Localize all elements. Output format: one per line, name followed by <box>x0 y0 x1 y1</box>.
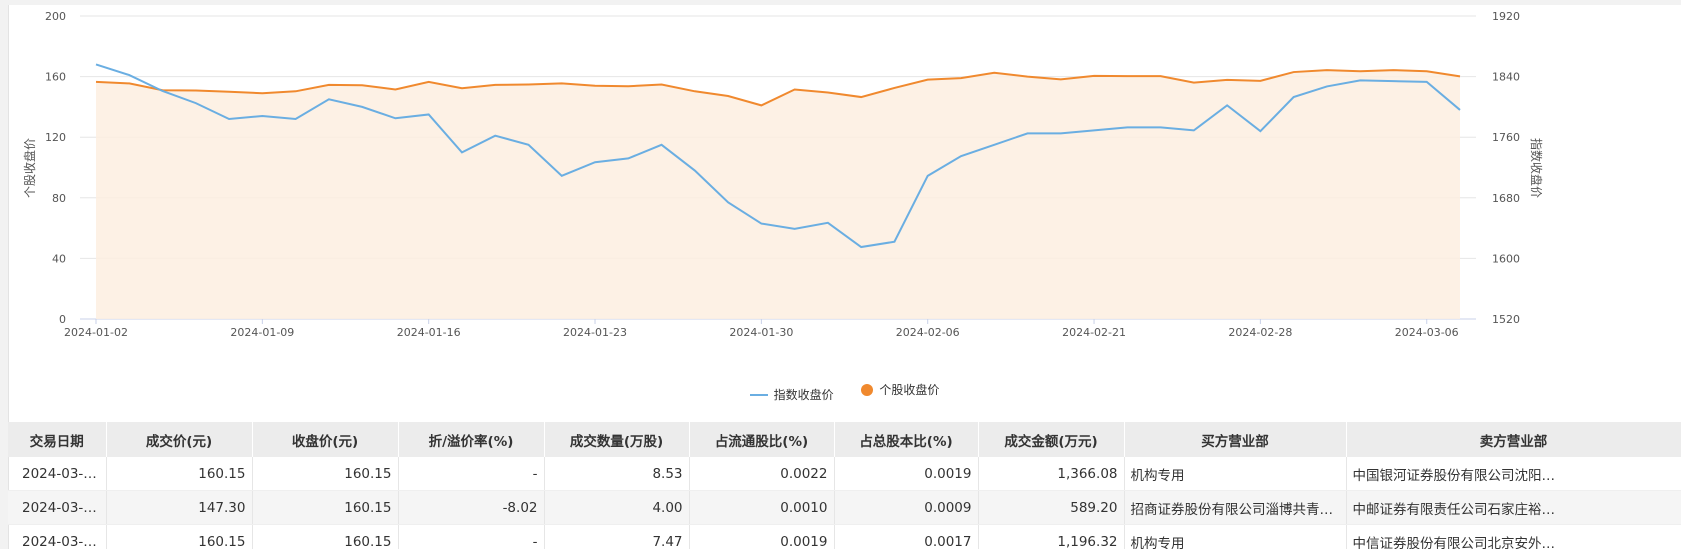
table-cell: 0.0017 <box>834 524 979 549</box>
y-right-axis-title: 指数收盘价 <box>1529 138 1544 198</box>
column-header[interactable]: 成交金额(万元) <box>978 422 1125 457</box>
table-cell: 0.0019 <box>689 524 835 549</box>
table-cell: 160.15 <box>252 490 399 525</box>
table-cell: 1,366.08 <box>978 457 1125 491</box>
table-cell: 160.15 <box>252 457 399 491</box>
table-cell: 机构专用 <box>1124 457 1347 491</box>
column-header[interactable]: 占总股本比(%) <box>834 422 979 457</box>
table-cell: 7.47 <box>544 524 690 549</box>
column-header[interactable]: 买方营业部 <box>1124 422 1347 457</box>
table-cell: 147.30 <box>106 490 253 525</box>
table-cell: 1,196.32 <box>978 524 1125 549</box>
y-left-tick-label: 80 <box>52 192 66 205</box>
legend-line-icon <box>749 393 768 396</box>
table-row[interactable]: 2024-03-07 160.15 160.15-8.53 0.0022 0.0019 1… <box>8 457 1681 491</box>
x-tick-label: 2024-03-06 <box>1395 326 1459 339</box>
table-cell: 0.0009 <box>834 490 979 525</box>
table-row[interactable]: 2024-03-07 147.30 160.15 -8.02 4.00 0.0010 0.0… <box>8 490 1681 525</box>
table-cell: 160.15 <box>106 524 253 549</box>
table-cell: 0.0022 <box>689 457 835 491</box>
block-trade-table-wrap: 交易日期 成交价(元) 收盘价(元) 折/溢价率(%) 成交数量(万股) 占流通股比(%)… <box>8 422 1681 549</box>
block-trade-table: 交易日期 成交价(元) 收盘价(元) 折/溢价率(%) 成交数量(万股) 占流通股比(%)… <box>8 422 1681 549</box>
x-tick-label: 2024-01-09 <box>230 326 294 339</box>
chart-canvas: 0 1520 40 1600 80 1680 120 1760 160 1840 200 1920 个股… <box>22 10 1544 339</box>
y-right-tick-label: 1920 <box>1492 10 1520 23</box>
table-row[interactable]: 2024-03-07 160.15 160.15-7.47 0.0019 0.0017 1… <box>8 524 1681 549</box>
x-tick-label: 2024-01-02 <box>64 326 128 339</box>
legend-label-stock: 个股收盘价 <box>879 383 940 397</box>
legend-item-index[interactable]: 指数收盘价 <box>749 386 834 403</box>
table-cell: 2024-03-07 <box>8 524 107 549</box>
x-tick-label: 2024-02-21 <box>1062 326 1126 339</box>
y-left-tick-label: 200 <box>45 10 66 23</box>
table-cell: 160.15 <box>252 524 399 549</box>
x-tick-label: 2024-02-28 <box>1228 326 1292 339</box>
table-cell: 2024-03-07 <box>8 490 107 525</box>
legend-label-index: 指数收盘价 <box>773 388 834 402</box>
column-header[interactable]: 收盘价(元) <box>252 422 399 457</box>
table-cell: 中邮证券有限责任公司石家庄裕… <box>1346 490 1681 525</box>
table-body: 2024-03-07 160.15 160.15-8.53 0.0022 0.0019 1… <box>8 457 1681 549</box>
legend-dot-icon <box>861 383 874 396</box>
x-tick-label: 2024-01-30 <box>729 326 793 339</box>
table-cell: -8.02 <box>398 490 545 525</box>
table-cell: 589.20 <box>978 490 1125 525</box>
table-cell: 机构专用 <box>1124 524 1347 549</box>
x-tick-label: 2024-01-16 <box>397 326 461 339</box>
column-header[interactable]: 卖方营业部 <box>1346 422 1681 457</box>
table-cell: 0.0010 <box>689 490 835 525</box>
y-left-tick-label: 160 <box>45 71 66 84</box>
series-line-stock <box>95 69 1461 107</box>
y-right-tick-label: 1520 <box>1492 313 1520 326</box>
price-chart: 0 1520 40 1600 80 1680 120 1760 160 1840 200 1920 个股… <box>8 0 1681 420</box>
table-cell: 2024-03-07 <box>8 457 107 491</box>
x-tick-label: 2024-02-06 <box>896 326 960 339</box>
y-left-tick-label: 120 <box>45 131 66 144</box>
table-header-row: 交易日期 成交价(元) 收盘价(元) 折/溢价率(%) 成交数量(万股) 占流通股比(%)… <box>8 422 1681 457</box>
y-right-tick-label: 1680 <box>1492 192 1520 205</box>
column-header[interactable]: 折/溢价率(%) <box>398 422 545 457</box>
table-cell: 0.0019 <box>834 457 979 491</box>
table-cell: - <box>398 524 545 549</box>
table-cell: 中信证券股份有限公司北京安外… <box>1346 524 1681 549</box>
top-divider <box>8 0 1681 5</box>
y-left-axis-title: 个股收盘价 <box>22 138 37 198</box>
table-cell: 160.15 <box>106 457 253 491</box>
y-left-tick-label: 40 <box>52 252 66 265</box>
table-cell: 4.00 <box>544 490 690 525</box>
y-right-tick-label: 1840 <box>1492 71 1520 84</box>
column-header[interactable]: 交易日期 <box>8 422 107 457</box>
y-left-tick-label: 0 <box>59 313 66 326</box>
column-header[interactable]: 成交价(元) <box>106 422 253 457</box>
table-cell: 8.53 <box>544 457 690 491</box>
x-tick-label: 2024-01-23 <box>563 326 627 339</box>
stock-area-fill <box>96 70 1460 319</box>
y-right-tick-label: 1760 <box>1492 131 1520 144</box>
y-right-tick-label: 1600 <box>1492 252 1520 265</box>
series-line-index <box>95 63 1461 249</box>
table-cell: 招商证券股份有限公司淄博共青… <box>1124 490 1347 525</box>
chart-legend: 指数收盘价 个股收盘价 <box>8 381 1681 403</box>
column-header[interactable]: 成交数量(万股) <box>544 422 690 457</box>
table-cell: - <box>398 457 545 491</box>
left-scroll-strip <box>0 0 9 549</box>
legend-item-stock[interactable]: 个股收盘价 <box>861 381 939 398</box>
table-cell: 中国银河证券股份有限公司沈阳… <box>1346 457 1681 491</box>
column-header[interactable]: 占流通股比(%) <box>689 422 835 457</box>
